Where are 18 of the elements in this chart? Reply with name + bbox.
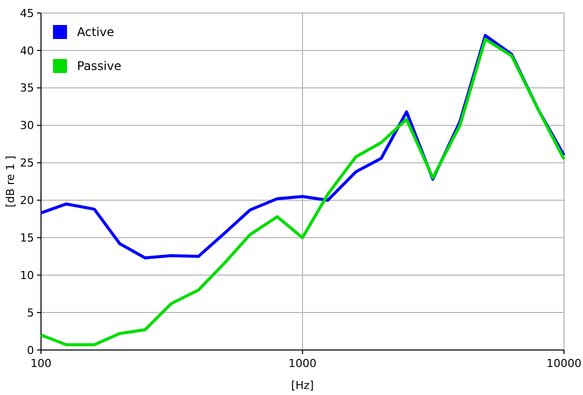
y-tick-label: 5 (27, 306, 34, 320)
y-tick-label: 0 (27, 344, 34, 357)
y-tick-label: 40 (20, 44, 34, 58)
y-tick-label: 20 (20, 194, 34, 208)
x-tick-label: 100 (30, 357, 52, 370)
line-series (40, 38, 566, 346)
x-axis-title: [Hz] (291, 379, 314, 392)
y-tick-label: 45 (20, 6, 34, 20)
y-tick-label: 15 (20, 232, 34, 245)
y-tick-label: 10 (20, 268, 34, 282)
legend-label: Passive (77, 59, 122, 73)
y-axis-title: [dB re 1 ] (4, 156, 17, 208)
y-tick-label: 35 (20, 82, 34, 95)
x-tick-label: 1000 (288, 357, 316, 370)
legend-label: Active (77, 25, 114, 39)
y-tick-label: 25 (20, 156, 34, 170)
x-tick-label: 10000 (546, 357, 582, 370)
y-tick-label: 30 (20, 119, 34, 132)
